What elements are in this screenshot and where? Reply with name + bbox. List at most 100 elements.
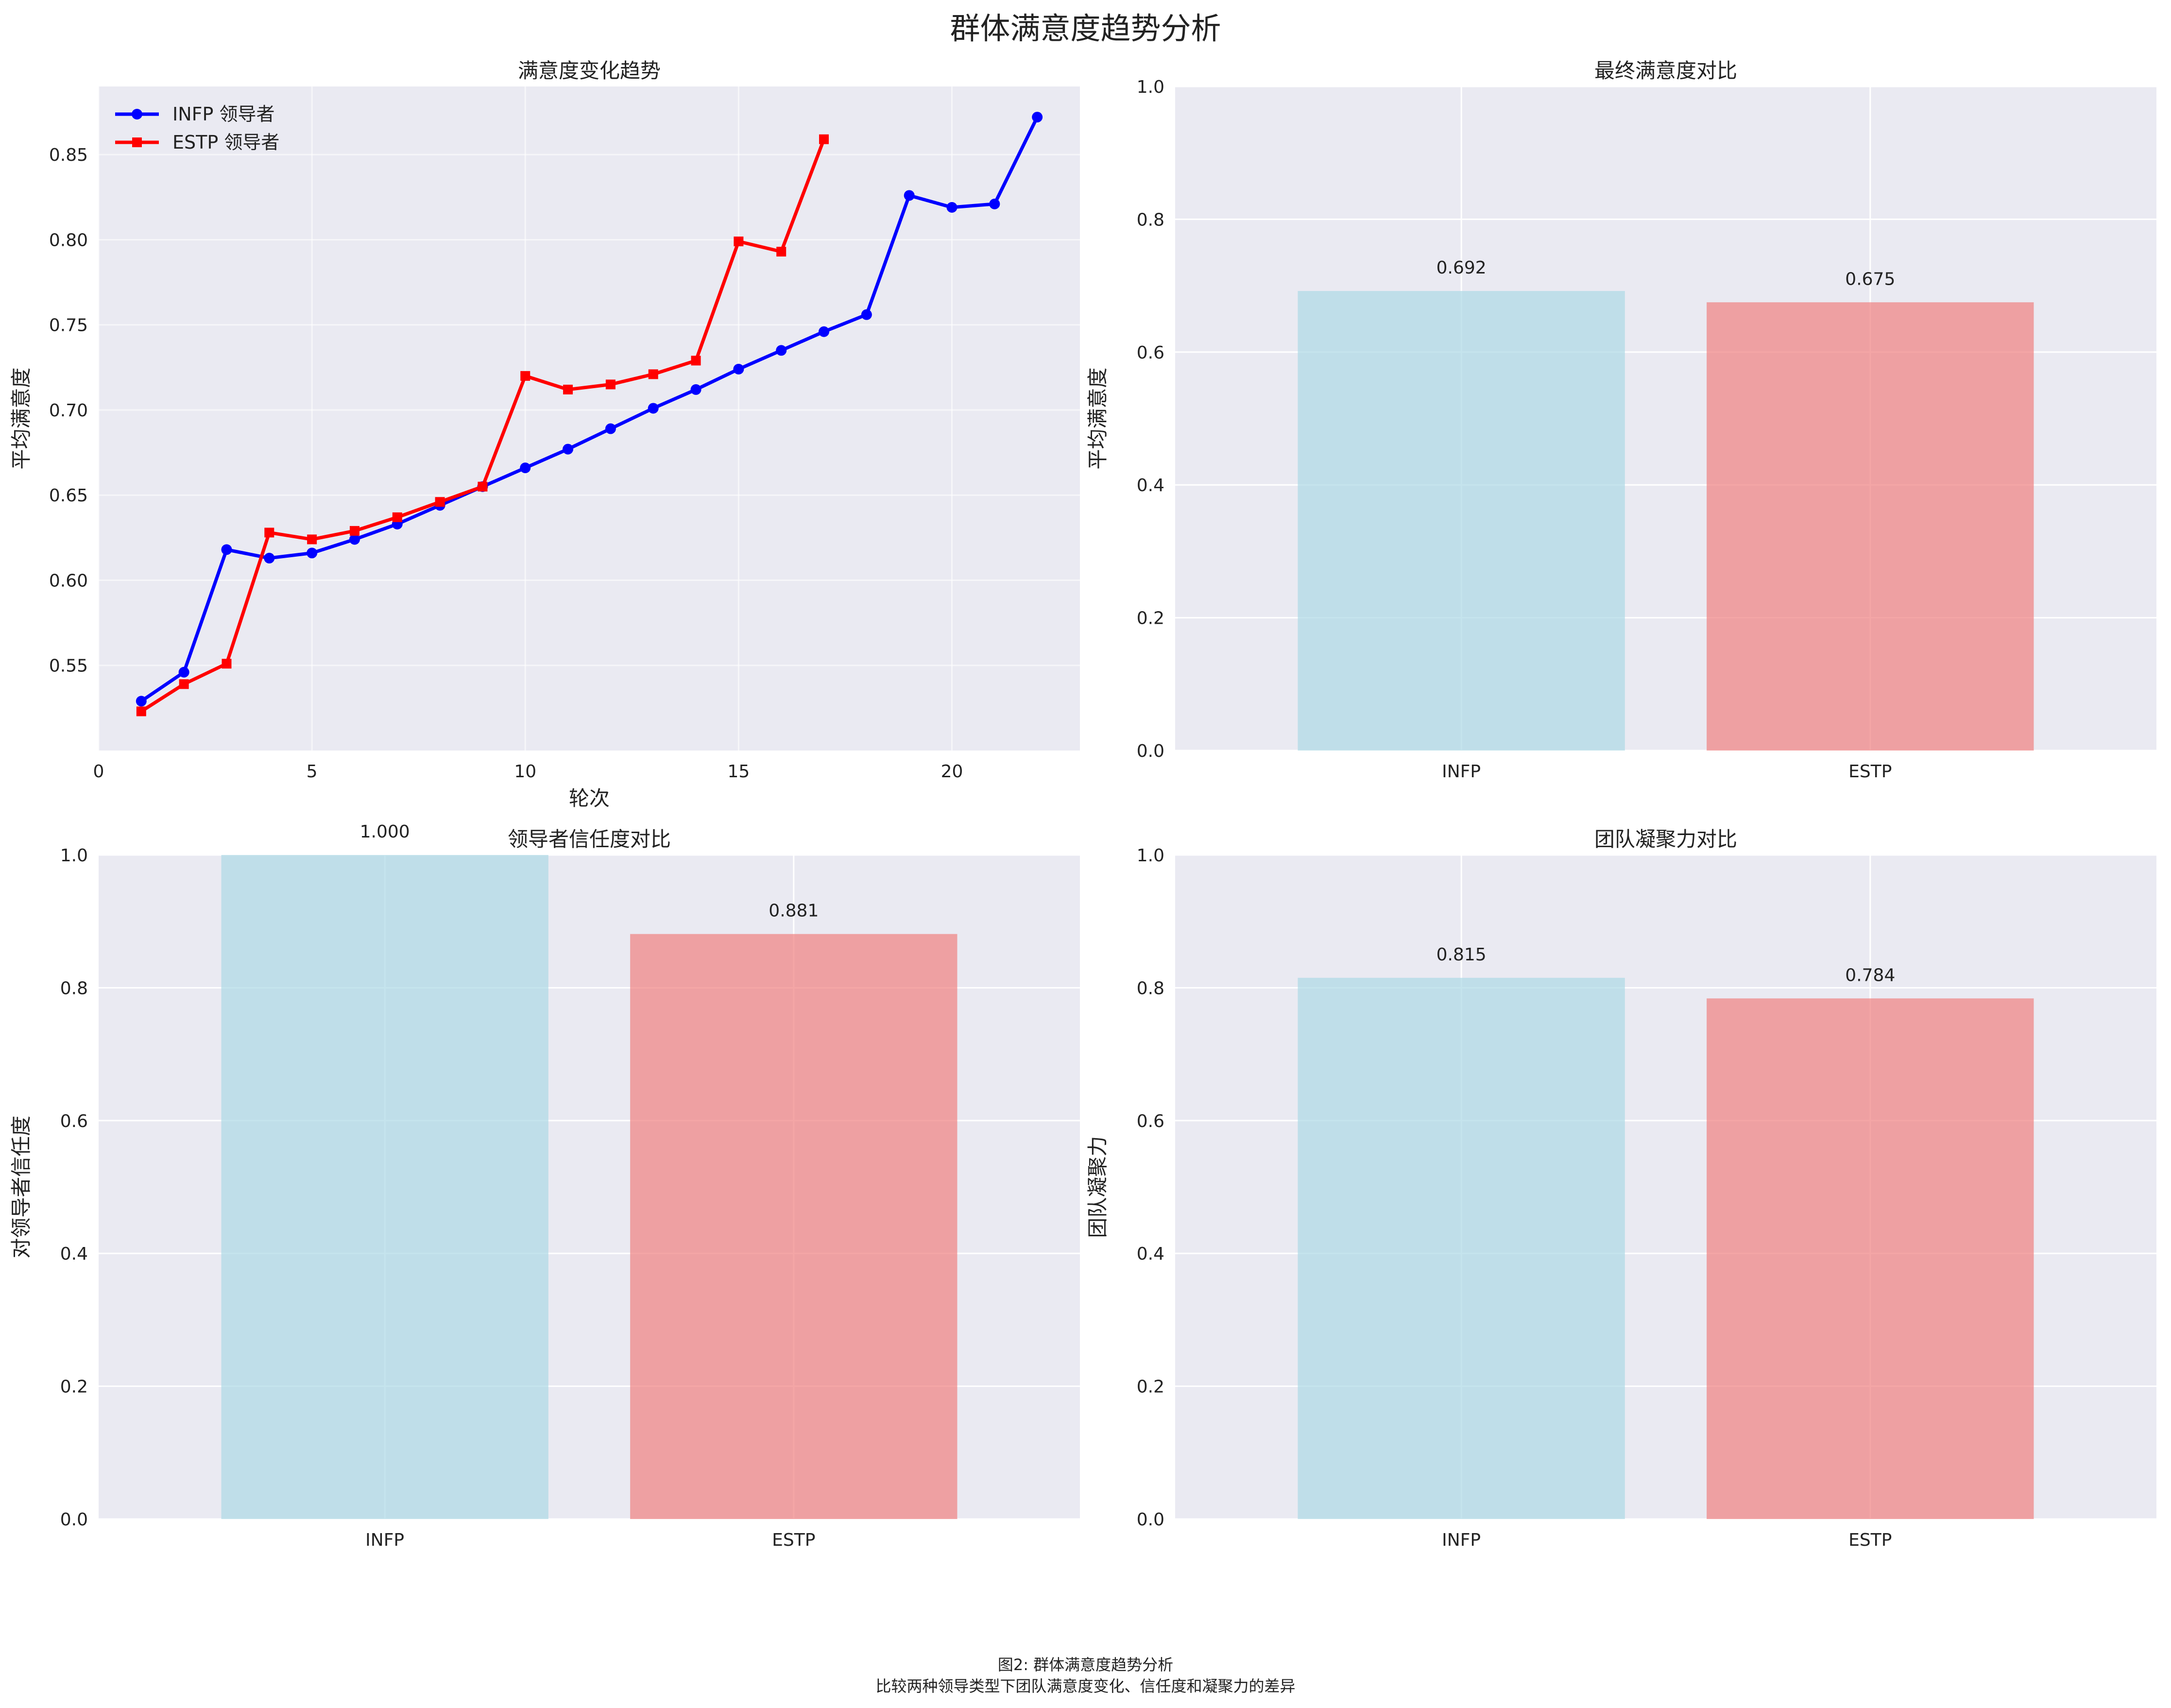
subplot-title: 领导者信任度对比 bbox=[508, 827, 671, 851]
y-tick-label: 0.0 bbox=[1137, 741, 1164, 761]
data-point bbox=[776, 345, 787, 356]
bar-estp bbox=[630, 934, 957, 1519]
x-tick-label: 5 bbox=[307, 762, 318, 782]
x-axis-label: 轮次 bbox=[569, 786, 610, 810]
data-point bbox=[307, 534, 317, 545]
y-tick-label: 0.55 bbox=[49, 656, 88, 676]
subplot-1: 满意度变化趋势 0.55 0.60 0.65 0.70 0.75 0.80 0.85 0 5 10 1… bbox=[9, 59, 1080, 810]
data-point bbox=[733, 363, 744, 375]
legend-entry: INFP 领导者 bbox=[172, 103, 275, 125]
bar-value-label: 0.675 bbox=[1845, 269, 1895, 289]
bar-value-label: 0.784 bbox=[1845, 965, 1895, 985]
data-point bbox=[734, 236, 744, 246]
y-axis-label: 团队凝聚力 bbox=[1086, 1136, 1110, 1238]
y-tick-label: 0.60 bbox=[49, 571, 88, 591]
y-tick-label: 0.6 bbox=[1137, 1111, 1164, 1131]
data-point bbox=[563, 444, 574, 455]
figure-title: 群体满意度趋势分析 bbox=[950, 11, 1221, 46]
y-tick-label: 0.2 bbox=[1137, 1377, 1164, 1397]
data-point bbox=[563, 384, 573, 394]
y-tick-label: 1.0 bbox=[60, 846, 88, 866]
y-tick-label: 0.6 bbox=[60, 1111, 88, 1131]
bar-infp bbox=[1298, 291, 1625, 751]
data-point bbox=[904, 190, 915, 201]
subplot-2: 最终满意度对比 0.0 0.2 0.4 0.6 0.8 1.0 0.692 INFP 0.675 E… bbox=[1086, 59, 2156, 782]
data-point bbox=[946, 202, 957, 213]
data-point bbox=[264, 528, 274, 538]
data-point bbox=[435, 497, 445, 507]
data-point bbox=[264, 552, 275, 564]
x-tick-label: 10 bbox=[514, 762, 536, 782]
data-point bbox=[136, 696, 147, 707]
data-point bbox=[691, 356, 701, 366]
bar-value-label: 0.692 bbox=[1436, 258, 1487, 278]
y-tick-label: 1.0 bbox=[1137, 77, 1164, 97]
y-tick-label: 0.70 bbox=[49, 401, 88, 421]
bar-estp bbox=[1707, 302, 2034, 751]
data-point bbox=[307, 547, 318, 559]
bar-value-label: 0.881 bbox=[769, 901, 819, 921]
x-tick-label: INFP bbox=[1442, 762, 1481, 782]
data-point bbox=[648, 403, 659, 414]
bar-infp bbox=[1298, 977, 1625, 1519]
y-tick-label: 0.4 bbox=[1137, 476, 1164, 495]
x-tick-label: 20 bbox=[941, 762, 963, 782]
series-line-1 bbox=[140, 116, 1039, 703]
bar-estp bbox=[1707, 998, 2034, 1519]
data-point bbox=[478, 481, 488, 492]
y-tick-label: 1.0 bbox=[1137, 846, 1164, 866]
data-point bbox=[989, 198, 1000, 209]
data-point bbox=[136, 706, 146, 717]
data-point bbox=[776, 246, 786, 256]
data-point bbox=[520, 371, 530, 381]
data-point bbox=[349, 526, 359, 536]
legend-entry: ESTP 领导者 bbox=[172, 132, 279, 153]
y-tick-label: 0.2 bbox=[1137, 609, 1164, 629]
data-point bbox=[605, 423, 616, 434]
x-tick-label: ESTP bbox=[1848, 762, 1892, 782]
data-point bbox=[221, 544, 232, 555]
y-tick-label: 0.4 bbox=[60, 1244, 88, 1264]
figure-caption-line1: 图2: 群体满意度趋势分析 bbox=[997, 1656, 1174, 1674]
y-tick-label: 0.8 bbox=[60, 978, 88, 998]
y-tick-label: 0.0 bbox=[60, 1510, 88, 1530]
bar-value-label: 0.815 bbox=[1436, 945, 1487, 965]
subplot-3: 领导者信任度对比 0.0 0.2 0.4 0.6 0.8 1.0 1.000 INFP 0.881… bbox=[9, 822, 1080, 1550]
data-point bbox=[178, 666, 189, 678]
x-tick-label: INFP bbox=[1442, 1530, 1481, 1550]
x-tick-label: 15 bbox=[727, 762, 750, 782]
y-tick-label: 0.4 bbox=[1137, 1244, 1164, 1264]
legend-marker bbox=[132, 109, 142, 120]
data-point bbox=[648, 369, 658, 379]
data-point bbox=[222, 659, 232, 669]
x-tick-label: ESTP bbox=[772, 1530, 815, 1550]
legend-marker bbox=[132, 137, 142, 147]
x-tick-label: 0 bbox=[93, 762, 104, 782]
subplot-title: 满意度变化趋势 bbox=[518, 59, 661, 83]
data-point bbox=[392, 512, 402, 522]
data-point bbox=[861, 309, 872, 320]
figure-caption-line2: 比较两种领导类型下团队满意度变化、信任度和凝聚力的差异 bbox=[875, 1677, 1296, 1695]
bar-infp bbox=[221, 855, 548, 1519]
plot-area bbox=[99, 86, 1080, 751]
y-tick-label: 0.8 bbox=[1137, 210, 1164, 230]
y-tick-label: 0.8 bbox=[1137, 978, 1164, 998]
y-tick-label: 0.6 bbox=[1137, 343, 1164, 363]
data-point bbox=[520, 462, 531, 474]
y-axis-label: 平均满意度 bbox=[9, 367, 33, 469]
y-tick-label: 0.75 bbox=[49, 316, 88, 336]
subplot-title: 最终满意度对比 bbox=[1594, 59, 1737, 83]
subplot-title: 团队凝聚力对比 bbox=[1594, 827, 1737, 851]
y-axis-label: 平均满意度 bbox=[1086, 367, 1110, 469]
subplot-4: 团队凝聚力对比 0.0 0.2 0.4 0.6 0.8 1.0 0.815 INFP 0.784 E… bbox=[1086, 827, 2156, 1550]
data-point bbox=[179, 679, 189, 689]
y-tick-label: 0.65 bbox=[49, 486, 88, 506]
data-point bbox=[1032, 112, 1043, 123]
bar-value-label: 1.000 bbox=[360, 822, 410, 842]
y-tick-label: 0.2 bbox=[60, 1377, 88, 1397]
x-tick-label: ESTP bbox=[1848, 1530, 1892, 1550]
data-point bbox=[605, 379, 615, 390]
y-tick-label: 0.80 bbox=[49, 230, 88, 250]
data-point bbox=[819, 326, 830, 337]
